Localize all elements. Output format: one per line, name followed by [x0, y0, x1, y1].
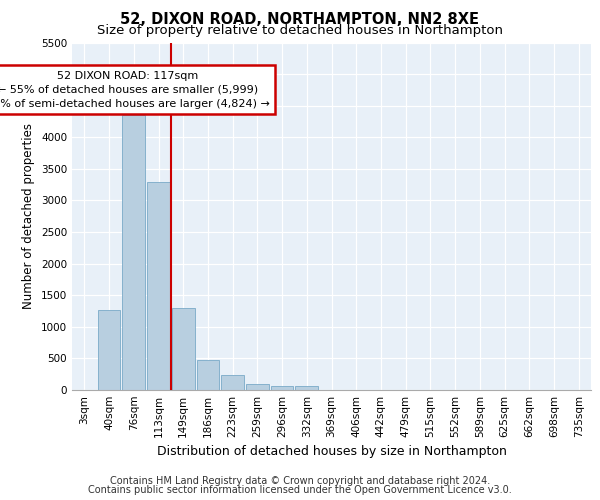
Bar	[271, 386, 293, 390]
Text: Contains public sector information licensed under the Open Government Licence v3: Contains public sector information licen…	[88, 485, 512, 495]
Bar	[122, 115, 145, 390]
Bar	[197, 360, 219, 390]
Text: Contains HM Land Registry data © Crown copyright and database right 2024.: Contains HM Land Registry data © Crown c…	[110, 476, 490, 486]
X-axis label: Distribution of detached houses by size in Northampton: Distribution of detached houses by size …	[157, 446, 506, 458]
Text: 52 DIXON ROAD: 117sqm
← 55% of detached houses are smaller (5,999)
44% of semi-d: 52 DIXON ROAD: 117sqm ← 55% of detached …	[0, 71, 269, 109]
Text: 52, DIXON ROAD, NORTHAMPTON, NN2 8XE: 52, DIXON ROAD, NORTHAMPTON, NN2 8XE	[121, 12, 479, 28]
Y-axis label: Number of detached properties: Number of detached properties	[22, 123, 35, 309]
Bar	[172, 308, 194, 390]
Text: Size of property relative to detached houses in Northampton: Size of property relative to detached ho…	[97, 24, 503, 37]
Bar	[147, 182, 170, 390]
Bar	[246, 384, 269, 390]
Bar	[221, 376, 244, 390]
Bar	[295, 386, 318, 390]
Bar	[98, 310, 121, 390]
